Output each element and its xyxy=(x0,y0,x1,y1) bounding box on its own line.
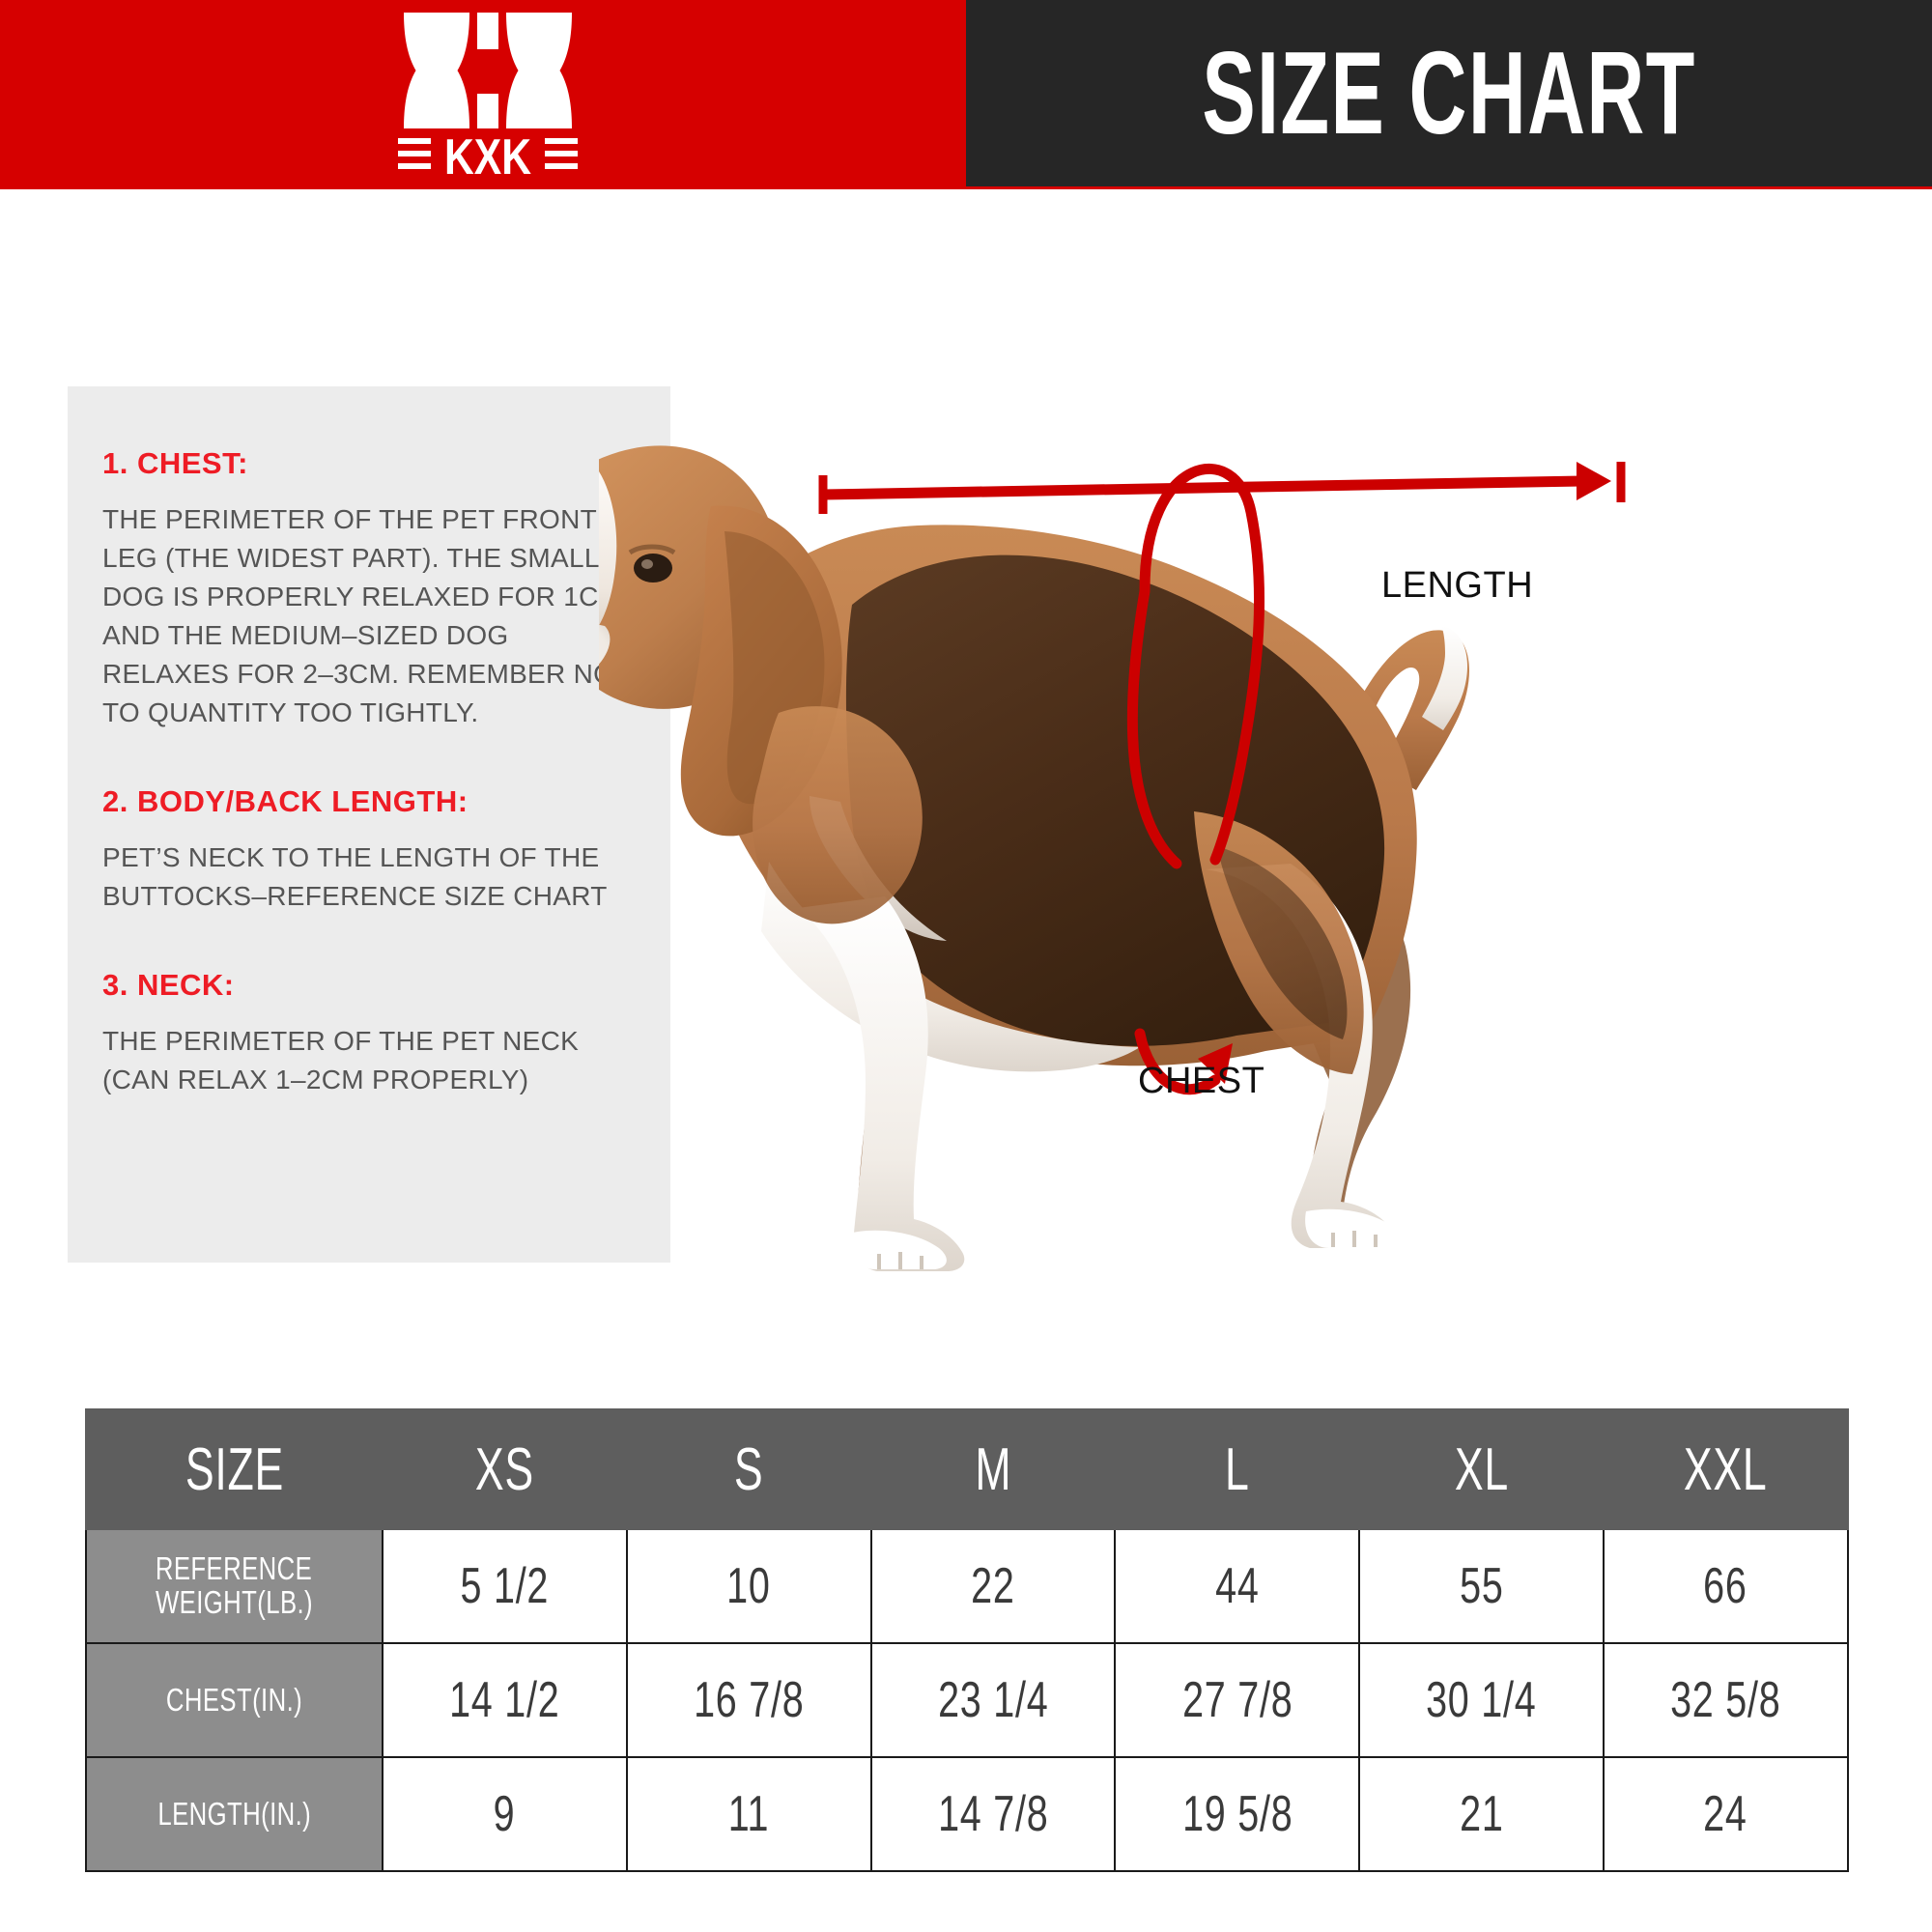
cell-value: 19 5/8 xyxy=(1181,1786,1293,1842)
title-banner: SIZE CHART xyxy=(966,0,1932,189)
cell-value: 44 xyxy=(1215,1558,1260,1614)
cell-value: 10 xyxy=(726,1558,771,1614)
dog-illustration xyxy=(599,406,1884,1304)
row-label-line-1: CHEST(IN.) xyxy=(165,1681,303,1718)
page-header: KXK SIZE CHART xyxy=(0,0,1932,189)
measurement-instructions-panel: 1. CHEST: THE PERIMETER OF THE PET FRONT… xyxy=(68,386,670,1263)
instruction-heading: 1. CHEST: xyxy=(102,446,248,480)
cell-length-xs: 9 xyxy=(382,1756,628,1872)
length-label: LENGTH xyxy=(1381,565,1534,606)
row-label-line-1: LENGTH(IN.) xyxy=(157,1795,311,1832)
header-cell-l: L xyxy=(1114,1408,1361,1530)
cell-weight-m: 22 xyxy=(869,1528,1117,1644)
header-xxl-text: XXL xyxy=(1684,1435,1768,1503)
header-cell-size: SIZE xyxy=(85,1408,384,1530)
cell-value: 16 7/8 xyxy=(693,1672,805,1728)
table-header-row: SIZE XS S M L XL XXL xyxy=(85,1408,1849,1530)
instruction-block-chest: 1. CHEST: THE PERIMETER OF THE PET FRONT… xyxy=(102,446,636,732)
cell-chest-l: 27 7/8 xyxy=(1114,1642,1361,1758)
cell-length-s: 11 xyxy=(625,1756,872,1872)
header-accent-rule xyxy=(0,186,1932,189)
header-cell-xl: XL xyxy=(1358,1408,1605,1530)
instruction-body: THE PERIMETER OF THE PET FRONT LEG (THE … xyxy=(102,504,632,727)
size-chart-table-wrapper: SIZE XS S M L XL XXL xyxy=(85,1408,1849,1872)
cell-length-xl: 21 xyxy=(1358,1756,1605,1872)
row-label-line-1: REFERENCE xyxy=(156,1550,313,1587)
cell-length-xxl: 24 xyxy=(1602,1756,1849,1872)
instruction-heading: 2. BODY/BACK LENGTH: xyxy=(102,784,469,818)
cell-value: 30 1/4 xyxy=(1426,1672,1537,1728)
header-xl-text: XL xyxy=(1454,1435,1509,1503)
header-cell-xxl: XXL xyxy=(1602,1408,1849,1530)
table-row: REFERENCE WEIGHT(LB.) 5 1/2 10 22 44 55 … xyxy=(85,1528,1849,1644)
cell-weight-xl: 55 xyxy=(1358,1528,1605,1644)
cell-weight-l: 44 xyxy=(1114,1528,1361,1644)
row-label-chest: CHEST(IN.) xyxy=(85,1642,384,1758)
cell-length-m: 14 7/8 xyxy=(869,1756,1117,1872)
cell-chest-xl: 30 1/4 xyxy=(1358,1642,1605,1758)
header-cell-s: S xyxy=(625,1408,872,1530)
cell-value: 27 7/8 xyxy=(1181,1672,1293,1728)
header-s-text: S xyxy=(733,1435,764,1503)
row-label-length: LENGTH(IN.) xyxy=(85,1756,384,1872)
header-l-text: L xyxy=(1225,1435,1250,1503)
page-title: SIZE CHART xyxy=(1202,27,1696,158)
cell-chest-xxl: 32 5/8 xyxy=(1602,1642,1849,1758)
svg-text:KXK: KXK xyxy=(444,129,531,185)
cell-value: 5 1/2 xyxy=(460,1558,550,1614)
brand-banner: KXK xyxy=(0,0,966,189)
cell-value: 22 xyxy=(971,1558,1015,1614)
cell-chest-s: 16 7/8 xyxy=(625,1642,872,1758)
cell-weight-xs: 5 1/2 xyxy=(382,1528,628,1644)
instruction-body: THE PERIMETER OF THE PET NECK (CAN RELAX… xyxy=(102,1026,580,1094)
cell-chest-xs: 14 1/2 xyxy=(382,1642,628,1758)
cell-value: 14 7/8 xyxy=(937,1786,1049,1842)
cell-weight-xxl: 66 xyxy=(1602,1528,1849,1644)
cell-value: 32 5/8 xyxy=(1670,1672,1781,1728)
cell-value: 9 xyxy=(494,1786,516,1842)
row-label-reference-weight: REFERENCE WEIGHT(LB.) xyxy=(85,1528,384,1644)
table-row: LENGTH(IN.) 9 11 14 7/8 19 5/8 21 24 xyxy=(85,1756,1849,1872)
header-xs-text: XS xyxy=(474,1435,534,1503)
size-chart-table: SIZE XS S M L XL XXL xyxy=(85,1408,1849,1872)
header-m-text: M xyxy=(975,1435,1011,1503)
cell-value: 55 xyxy=(1459,1558,1504,1614)
cell-weight-s: 10 xyxy=(625,1528,872,1644)
instruction-body: PET’S NECK TO THE LENGTH OF THE BUTTOCKS… xyxy=(102,842,608,911)
instruction-heading: 3. NECK: xyxy=(102,968,235,1002)
header-cell-m: M xyxy=(869,1408,1117,1530)
cell-value: 21 xyxy=(1459,1786,1504,1842)
instruction-block-body-length: 2. BODY/BACK LENGTH: PET’S NECK TO THE L… xyxy=(102,784,636,916)
row-label-line-2: WEIGHT(LB.) xyxy=(155,1584,314,1620)
header-cell-xs: XS xyxy=(382,1408,628,1530)
cell-value: 66 xyxy=(1703,1558,1748,1614)
cell-value: 11 xyxy=(727,1786,770,1842)
cell-value: 24 xyxy=(1703,1786,1748,1842)
cell-chest-m: 23 1/4 xyxy=(869,1642,1117,1758)
table-row: CHEST(IN.) 14 1/2 16 7/8 23 1/4 27 7/8 3… xyxy=(85,1642,1849,1758)
kxk-logo: KXK xyxy=(377,3,599,186)
cell-value: 14 1/2 xyxy=(449,1672,560,1728)
cell-length-l: 19 5/8 xyxy=(1114,1756,1361,1872)
chest-label: CHEST xyxy=(1138,1061,1265,1101)
header-size-text: SIZE xyxy=(185,1435,284,1503)
instruction-block-neck: 3. NECK: THE PERIMETER OF THE PET NECK (… xyxy=(102,968,636,1099)
cell-value: 23 1/4 xyxy=(937,1672,1049,1728)
